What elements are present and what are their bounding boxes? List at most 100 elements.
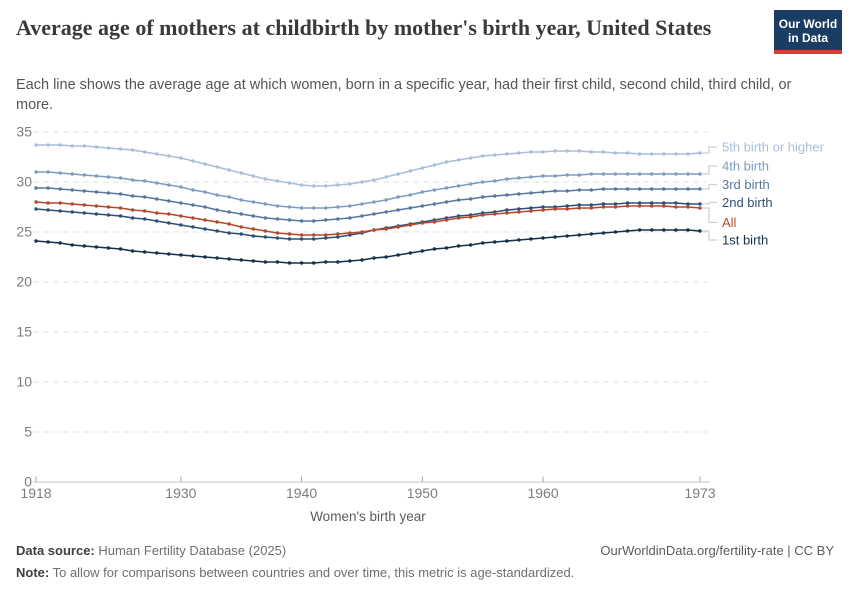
data-point: [505, 239, 509, 243]
data-point: [287, 232, 292, 236]
data-point: [348, 231, 352, 235]
legend-label-4th-birth[interactable]: 4th birth: [722, 159, 769, 174]
data-point: [444, 186, 449, 190]
data-point: [662, 152, 666, 156]
y-tick-label: 25: [16, 224, 32, 240]
data-point: [541, 174, 545, 178]
data-point: [70, 172, 74, 176]
data-point: [239, 232, 243, 236]
data-point: [372, 212, 376, 216]
data-point: [311, 233, 316, 237]
data-point: [625, 229, 630, 233]
data-point: [613, 205, 618, 209]
data-point: [82, 244, 86, 248]
data-point: [372, 256, 376, 260]
data-point: [601, 202, 606, 206]
data-point: [601, 150, 606, 154]
data-point: [456, 184, 461, 188]
legend-connector: [702, 230, 717, 241]
legend-label-5th-birth-or-higher[interactable]: 5th birth or higher: [722, 140, 825, 155]
data-point: [287, 181, 292, 185]
data-point: [517, 151, 521, 155]
note-value: To allow for comparisons between countri…: [49, 565, 575, 580]
data-point: [336, 217, 340, 221]
data-point: [227, 222, 231, 226]
data-point: [396, 195, 400, 199]
data-point: [167, 199, 171, 203]
data-point: [493, 212, 497, 216]
series-line-4th-birth: [36, 171, 700, 209]
data-point: [686, 228, 690, 232]
data-point: [686, 172, 690, 176]
data-source-line: Data source: Human Fertility Database (2…: [16, 542, 286, 559]
note-label: Note:: [16, 565, 50, 580]
owid-logo[interactable]: Our World in Data: [774, 10, 842, 54]
data-point: [480, 154, 485, 158]
owid-logo-line2: in Data: [787, 31, 828, 45]
x-tick-label: 1930: [165, 485, 196, 501]
data-point: [541, 236, 545, 240]
legend-label-3rd-birth[interactable]: 3rd birth: [722, 177, 770, 192]
data-point: [529, 191, 533, 195]
data-point: [46, 170, 50, 174]
data-point: [191, 188, 195, 192]
data-point: [299, 261, 304, 265]
data-point: [251, 174, 256, 178]
data-point: [106, 175, 111, 179]
y-tick-label: 20: [16, 274, 32, 290]
data-point: [637, 204, 642, 208]
data-point: [130, 208, 135, 212]
data-point: [130, 216, 135, 220]
data-point: [155, 197, 159, 201]
legend-connector: [702, 165, 717, 175]
data-point: [541, 190, 545, 194]
data-point: [505, 177, 509, 181]
data-point: [480, 241, 485, 245]
data-point: [517, 192, 521, 196]
data-point: [142, 250, 147, 254]
data-point: [686, 152, 690, 156]
legend-connector: [702, 146, 717, 154]
owid-link[interactable]: OurWorldinData.org/fertility-rate | CC B…: [600, 543, 834, 558]
data-point: [360, 214, 364, 218]
data-point: [167, 221, 171, 225]
data-point: [70, 202, 74, 206]
data-point: [674, 172, 678, 176]
data-point: [155, 251, 159, 255]
note-line: Note: To allow for comparisons between c…: [16, 565, 574, 580]
data-point: [577, 233, 581, 237]
data-point: [686, 187, 690, 191]
data-point: [529, 237, 533, 241]
series-all: [34, 200, 702, 237]
data-point: [601, 187, 606, 191]
data-point: [287, 237, 292, 241]
data-point: [227, 231, 231, 235]
data-point: [637, 201, 642, 205]
data-point: [94, 245, 99, 249]
data-point: [565, 173, 569, 177]
chart-canvas: 0 5 10 15 20 25 30 35 1918 1930 1940 1950 1960 1973 5t…: [0, 125, 850, 510]
data-point: [698, 206, 702, 210]
data-point: [637, 187, 642, 191]
data-point: [179, 156, 183, 160]
data-point: [336, 235, 340, 239]
data-point: [420, 204, 425, 208]
data-point: [541, 208, 545, 212]
legend-label-2nd-birth[interactable]: 2nd birth: [722, 195, 773, 210]
data-point: [118, 147, 123, 151]
x-tick-label: 1918: [20, 485, 51, 501]
data-point: [215, 193, 219, 197]
data-point: [299, 183, 304, 187]
data-point: [239, 258, 243, 262]
data-point: [468, 182, 473, 186]
data-point: [529, 175, 533, 179]
data-point: [650, 201, 654, 205]
data-point: [191, 216, 195, 220]
data-point: [263, 229, 268, 233]
data-point: [46, 186, 50, 190]
data-point: [625, 172, 630, 176]
legend-label-1st-birth[interactable]: 1st birth: [722, 233, 768, 248]
legend-label-all[interactable]: All: [722, 215, 737, 230]
data-point: [46, 201, 50, 205]
data-point: [203, 218, 207, 222]
